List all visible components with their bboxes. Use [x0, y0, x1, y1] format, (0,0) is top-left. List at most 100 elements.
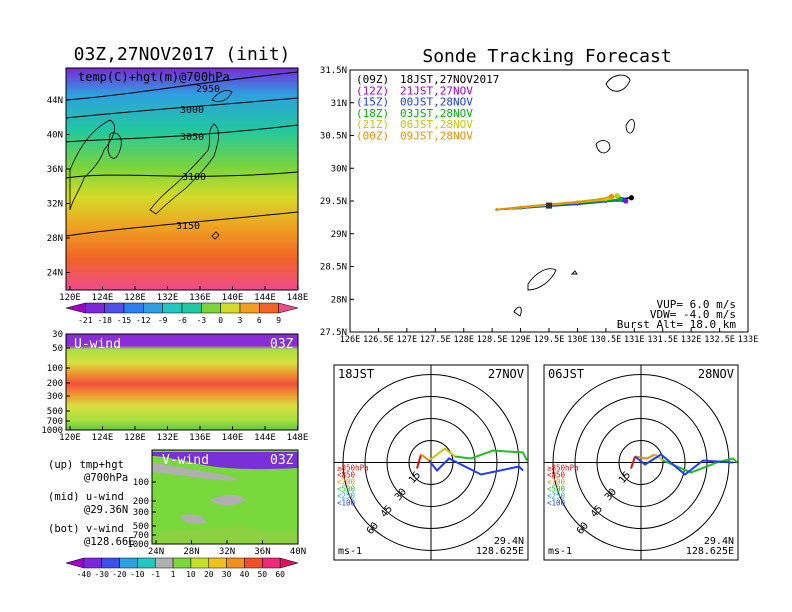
- island-amami: [527, 268, 557, 291]
- main-y-tick-label: 28N: [331, 295, 347, 305]
- u-x-tick-label: 140E: [222, 433, 244, 443]
- hodograph-trace: [634, 453, 734, 476]
- u-y-tick-label: 100: [47, 364, 63, 374]
- wind-colorbar-swatch: [172, 557, 192, 569]
- v-y-tick-label: 700: [133, 531, 149, 541]
- coastline-islands: [211, 231, 220, 240]
- wind-colorbar-label: 60: [275, 570, 285, 579]
- contour-3150: [65, 211, 299, 237]
- map-y-tick-label: 40N: [47, 131, 63, 141]
- burst-text: Burst Alt= 18.0 km: [617, 318, 737, 331]
- contour-3050: [65, 124, 299, 143]
- hodograph-lat: 29.4N: [704, 536, 734, 547]
- main-x-tick-label: 130E: [567, 335, 587, 345]
- track-point: [576, 200, 579, 203]
- main-y-tick-label: 31N: [331, 99, 347, 109]
- main-x-tick-label: 127.5E: [420, 335, 451, 345]
- u-y-tick-label: 50: [52, 344, 63, 354]
- track-legend-text: 06JST,28NOV: [400, 118, 473, 131]
- main-x-tick-label: 129E: [510, 335, 530, 345]
- main-x-tick-label: 132.5E: [704, 335, 735, 345]
- legend-up: (up) tmp+hgt: [48, 459, 124, 471]
- hodograph-lon: 128.625E: [686, 546, 734, 557]
- temp-colorbar-label: -6: [177, 316, 187, 325]
- contour-2950: [65, 71, 299, 101]
- contour-3000: [65, 97, 299, 119]
- main-x-ticks: 126E 126.5E 127E 127.5E 128E 128.5E 129E 129.5E…: [340, 328, 758, 345]
- u-x-tick-label: 144E: [254, 433, 276, 443]
- u-x-tick-label: 148E: [287, 433, 309, 443]
- wind-colorbar-swatch: [262, 557, 281, 569]
- release-marker: [546, 202, 552, 209]
- wind-colorbar: -40 -30 -20 -10 -1 1 10 20 30 40 50 60: [65, 557, 299, 579]
- temp-colorbar-swatch: [162, 302, 183, 314]
- main-x-tick-label: 130.5E: [591, 335, 622, 345]
- track-legend-code: (12Z): [356, 84, 389, 97]
- main-y-tick-label: 30N: [331, 164, 347, 174]
- contour-label-3100: 3100: [182, 172, 206, 183]
- v-y-tick-label: 1000: [127, 540, 149, 550]
- wind-colorbar-swatch: [83, 557, 102, 569]
- contour-label-3000: 3000: [180, 105, 204, 116]
- u-y-tick-label: 200: [47, 379, 63, 389]
- u-wind-label: U-wind: [74, 337, 121, 352]
- v-wind-frame: [151, 449, 299, 545]
- temp-colorbar-label: -15: [117, 316, 132, 325]
- v-x-tick-label: 40N: [290, 547, 306, 557]
- u-y-tick-label: 30: [52, 330, 63, 340]
- u-x-tick-label: 136E: [189, 433, 211, 443]
- main-x-tick-label: 129.5E: [534, 335, 565, 345]
- hodograph-level-label: <500: [337, 485, 356, 494]
- main-x-tick-label: 131.5E: [647, 335, 678, 345]
- temp-colorbar-label: -3: [197, 316, 207, 325]
- v-x-tick-label: 24N: [148, 547, 164, 557]
- track-line: [496, 195, 612, 211]
- u-x-tick-label: 124E: [92, 433, 114, 443]
- temp-colorbar-swatch: [143, 302, 163, 314]
- u-wind-field: [66, 334, 298, 430]
- contour-label-3150: 3150: [176, 221, 200, 232]
- temp-hgt-map: temp(C)+hgt(m)@700hPa 2950 3000 3050 310…: [47, 67, 308, 303]
- temp-colorbar-label: 0: [218, 316, 223, 325]
- track-point: [604, 198, 608, 201]
- panel-legend: (up) tmp+hgt @700hPa (mid) u-wind @29.36…: [48, 459, 135, 548]
- hodograph-date: 28NOV: [698, 367, 734, 381]
- wind-colorbar-swatch: [244, 557, 263, 569]
- u-wind-x-ticks: 120E 124E 128E 132E 136E 140E 144E 148E: [59, 426, 308, 443]
- wind-colorbar-label: -1: [150, 570, 160, 579]
- track-legend-text: 09JST,28NOV: [400, 130, 473, 143]
- main-x-tick-label: 128.5E: [477, 335, 508, 345]
- coastline-china: [69, 119, 116, 211]
- wind-colorbar-swatch: [154, 557, 174, 569]
- temp-colorbar-swatch: [181, 302, 202, 314]
- main-x-tick-label: 132E: [681, 335, 701, 345]
- temp-colorbar-swatch: [220, 302, 241, 314]
- wind-colorbar-label: 1: [171, 570, 176, 579]
- main-x-tick-label: 133E: [738, 335, 758, 345]
- hodograph-lat: 29.4N: [494, 536, 524, 547]
- map-y-tick-label: 28N: [47, 234, 63, 244]
- track-point: [519, 205, 522, 209]
- v-x-tick-label: 32N: [219, 547, 235, 557]
- u-y-tick-label: 300: [47, 392, 63, 402]
- map-x-tick-label: 128E: [124, 293, 146, 303]
- v-y-tick-label: 200: [133, 497, 149, 507]
- wind-colorbar-label: 20: [204, 570, 214, 579]
- main-x-tick-label: 126E: [340, 335, 360, 345]
- wind-colorbar-swatch: [119, 557, 138, 569]
- wind-colorbar-swatch: [279, 557, 299, 569]
- u-wind-frame: [65, 333, 299, 431]
- temp-colorbar-swatch: [239, 302, 260, 314]
- track-legend-code: (18Z): [356, 107, 389, 120]
- hodograph-trace: [662, 457, 738, 474]
- hodograph-trace: [654, 453, 664, 462]
- main-y-tick-label: 27.5N: [320, 328, 347, 338]
- hodograph-level-label: <100: [337, 499, 356, 508]
- temp-colorbar-label: -9: [158, 316, 168, 325]
- wind-colorbar-label: -20: [112, 570, 127, 579]
- legend-mid: (mid) u-wind: [48, 491, 124, 503]
- hodograph-level-label: <850: [337, 471, 356, 480]
- map-title: 03Z,27NOV2017 (init): [74, 44, 291, 65]
- track-endpoint: [628, 195, 635, 201]
